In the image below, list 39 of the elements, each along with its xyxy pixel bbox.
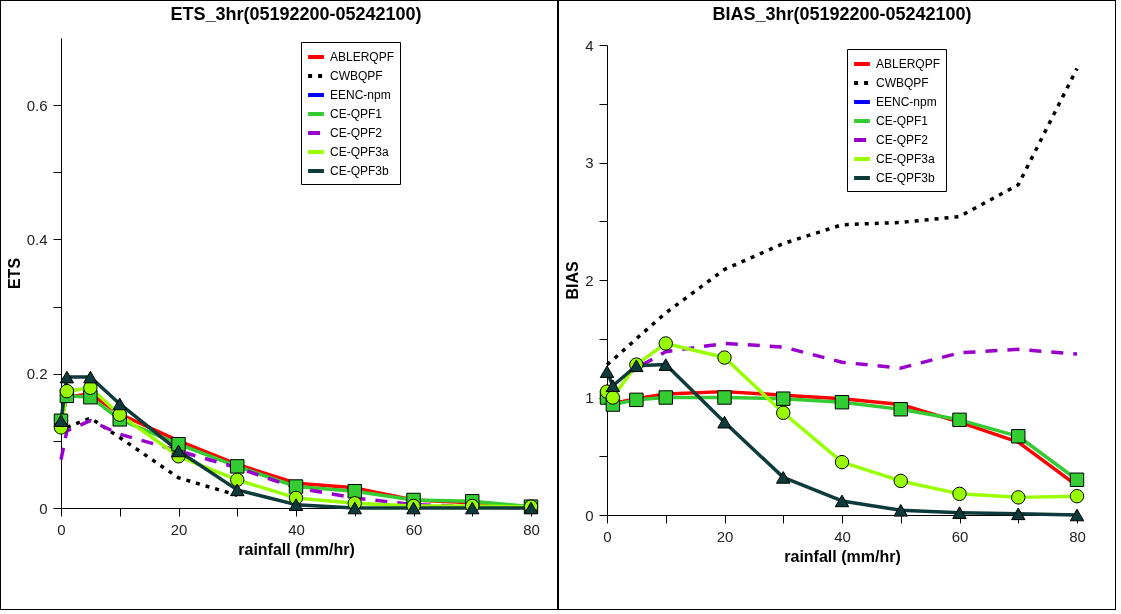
y-tick-label: 0.2 (26, 365, 48, 383)
legend-label: CE-QPF2 (876, 133, 929, 147)
legend-label: CE-QPF1 (330, 107, 383, 121)
x-tick-label: 80 (523, 520, 540, 538)
legend-label: ABLERQPF (330, 50, 395, 64)
y-tick-label: 0.4 (26, 230, 48, 248)
y-tick-label: 2 (585, 271, 594, 289)
legend-label: CWBQPF (876, 76, 929, 90)
x-tick-label: 60 (951, 527, 969, 545)
legend-label: CE-QPF1 (876, 114, 929, 128)
x-tick-label: 40 (288, 520, 305, 538)
y-tick-label: 4 (585, 36, 594, 54)
y-tick-label: 1 (585, 389, 594, 406)
chart-title: ETS_3hr(05192200-05242100) (170, 4, 422, 24)
legend-label: CWBQPF (330, 69, 383, 83)
x-tick-label: 0 (603, 527, 612, 545)
y-tick-label: 3 (585, 154, 594, 171)
legend-label: EENC-npm (876, 95, 937, 109)
legend-label: CE-QPF3a (876, 152, 936, 166)
legend-label: CE-QPF3b (876, 171, 936, 185)
x-axis-title: rainfall (mm/hr) (784, 547, 901, 565)
y-tick-label: 0.6 (26, 96, 48, 114)
x-axis-title: rainfall (mm/hr) (238, 540, 355, 558)
x-tick-label: 60 (405, 520, 423, 538)
legend-label: EENC-npm (330, 88, 391, 102)
legend-label: CE-QPF3a (330, 145, 390, 159)
x-tick-label: 0 (57, 520, 66, 538)
chart-title: BIAS_3hr(05192200-05242100) (712, 4, 972, 24)
y-axis-title: BIAS (564, 261, 582, 300)
x-tick-label: 80 (1069, 527, 1086, 545)
x-tick-label: 40 (834, 527, 851, 545)
legend-label: ABLERQPF (876, 57, 941, 71)
x-tick-label: 20 (716, 527, 734, 545)
y-axis-title: ETS (5, 257, 23, 290)
x-tick-label: 20 (170, 520, 188, 538)
y-tick-label: 0 (39, 499, 48, 517)
legend-label: CE-QPF3b (330, 164, 390, 178)
y-tick-label: 0 (585, 506, 594, 524)
legend-label: CE-QPF2 (330, 126, 383, 140)
